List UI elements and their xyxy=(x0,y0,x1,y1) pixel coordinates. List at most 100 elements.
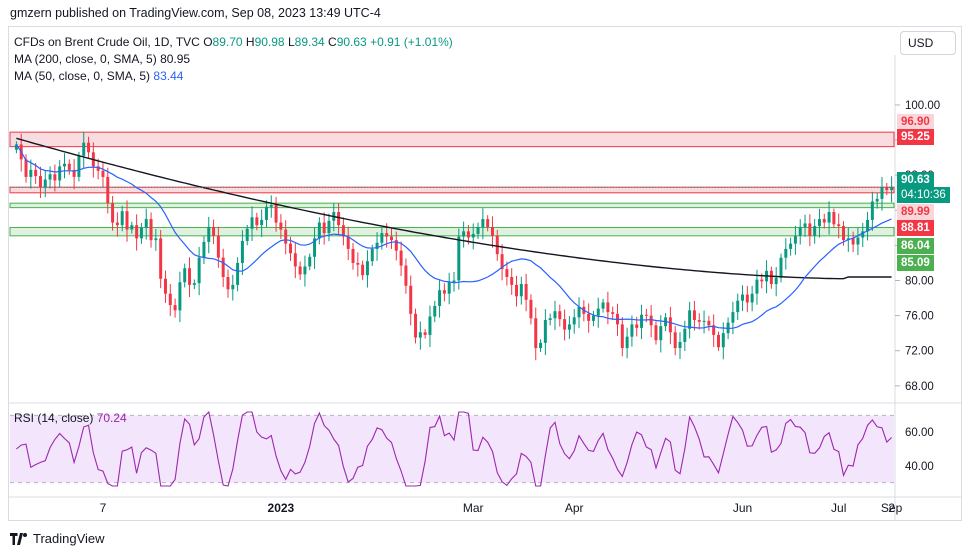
candle-body xyxy=(370,248,374,262)
candle-body xyxy=(380,233,384,243)
zone-resistance-0 xyxy=(9,131,895,148)
y-tick-label: 76.00 xyxy=(905,311,934,323)
price-tag-countdown: 04:10:36 xyxy=(897,187,950,203)
candle-body xyxy=(418,332,422,338)
candle-body xyxy=(457,236,461,281)
candle-body xyxy=(139,227,143,239)
candle-body xyxy=(731,312,735,323)
candle-body xyxy=(144,219,148,228)
legend-ma200: MA (200, close, 0, SMA, 5) 80.95 xyxy=(14,52,190,66)
candle-body xyxy=(240,241,244,263)
legend-high-value: 90.98 xyxy=(254,35,285,49)
candle-body xyxy=(779,257,783,278)
candle-body xyxy=(481,219,485,227)
candle-body xyxy=(702,320,706,322)
candle-body xyxy=(423,332,427,335)
candle-body xyxy=(856,237,860,245)
candle-body xyxy=(793,235,797,244)
price-tag-s2-bottom: 85.09 xyxy=(897,255,934,271)
candle-body xyxy=(433,305,437,317)
candle-body xyxy=(43,179,47,188)
candle-body xyxy=(14,144,18,150)
candle-body xyxy=(264,206,268,220)
candle-body xyxy=(471,233,475,238)
candle-body xyxy=(135,225,139,239)
candle-body xyxy=(96,166,100,171)
candle-body xyxy=(389,236,393,241)
candle-body xyxy=(625,336,629,349)
candle-body xyxy=(72,169,76,177)
legend-ma50-label: MA (50, close, 0, SMA, 5) xyxy=(14,69,151,83)
legend-rsi-label: RSI (14, close) xyxy=(14,411,94,425)
candle-body xyxy=(24,159,28,177)
candle-body xyxy=(188,268,192,285)
ma50-line xyxy=(15,144,892,330)
rsi-tick-label: 60.00 xyxy=(905,427,934,439)
candle-body xyxy=(505,269,509,277)
candle-body xyxy=(563,319,567,330)
candle-body xyxy=(313,238,317,257)
candle-body xyxy=(63,163,66,167)
candle-body xyxy=(322,222,326,234)
price-tag-r1-top: 96.90 xyxy=(897,114,934,130)
candle-body xyxy=(476,226,480,234)
legend-ma200-value: 80.95 xyxy=(160,52,191,66)
candle-body xyxy=(601,302,605,309)
candle-body xyxy=(236,262,240,285)
candle-body xyxy=(832,212,836,225)
candle-body xyxy=(808,223,812,236)
candle-body xyxy=(640,314,644,328)
candle-body xyxy=(303,266,307,275)
candle-body xyxy=(38,176,42,188)
legend-ma50: MA (50, close, 0, SMA, 5) 83.44 xyxy=(14,69,183,83)
y-tick-label: 68.00 xyxy=(905,381,934,393)
x-tick-label: 7 xyxy=(100,501,107,515)
candle-body xyxy=(399,250,403,266)
candle-body xyxy=(861,231,865,238)
candle-body xyxy=(327,220,331,234)
candle-body xyxy=(365,261,369,276)
candle-body xyxy=(668,317,672,333)
footer-brand[interactable]: TradingView xyxy=(10,531,105,546)
candle-body xyxy=(269,205,273,207)
candle-body xyxy=(207,226,211,242)
x-tick-label: Jul xyxy=(831,501,846,515)
zone-resistance-1 xyxy=(9,186,895,194)
chart-frame[interactable] xyxy=(8,26,962,521)
candle-body xyxy=(851,238,855,245)
candle-body xyxy=(524,284,528,300)
currency-button[interactable]: USD xyxy=(900,31,956,55)
legend-low-label: L xyxy=(287,35,295,49)
candle-body xyxy=(67,163,71,170)
candle-body xyxy=(245,228,249,241)
candle-body xyxy=(611,312,615,314)
candle-body xyxy=(649,315,653,326)
candle-body xyxy=(178,282,182,311)
zone-support-2 xyxy=(9,202,895,209)
candle-body xyxy=(375,242,379,249)
candle-body xyxy=(716,334,720,348)
candle-body xyxy=(755,279,759,294)
price-tag-r1-bottom: 95.25 xyxy=(897,129,934,145)
candle-body xyxy=(635,324,639,328)
candle-body xyxy=(654,325,658,341)
candle-body xyxy=(409,285,413,314)
x-tick-label: Sep xyxy=(881,501,903,515)
candle-body xyxy=(183,268,187,283)
candle-body xyxy=(279,222,283,230)
candle-body xyxy=(606,302,610,313)
legend-rsi-value: 70.24 xyxy=(96,411,127,425)
candle-body xyxy=(231,284,235,290)
candle-body xyxy=(567,324,571,330)
candle-body xyxy=(77,155,81,177)
candle-body xyxy=(289,243,292,254)
candle-body xyxy=(880,187,884,199)
candle-body xyxy=(486,219,490,227)
price-tag-s2-top: 86.04 xyxy=(897,238,934,254)
candle-body xyxy=(293,253,297,267)
candle-body xyxy=(620,324,624,349)
candle-body xyxy=(284,229,288,244)
candle-body xyxy=(202,241,206,258)
candle-body xyxy=(890,187,894,191)
